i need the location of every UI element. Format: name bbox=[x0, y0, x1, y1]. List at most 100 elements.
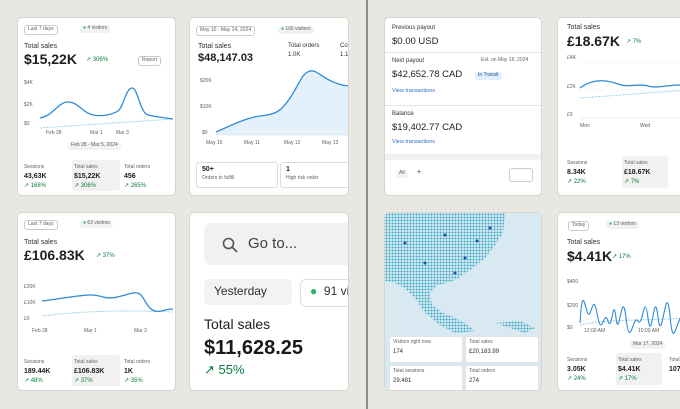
x-axis: Wed bbox=[640, 123, 651, 129]
next-link[interactable]: View transactions bbox=[392, 88, 436, 94]
tasks-value: 50+ bbox=[202, 166, 214, 173]
panel bbox=[389, 365, 463, 390]
status: In Transit bbox=[475, 72, 502, 80]
metrics-label: Sessions bbox=[567, 160, 588, 166]
panels-label: Visitors right now bbox=[393, 339, 431, 345]
metrics-label: Sessions bbox=[24, 164, 45, 170]
title: Total sales bbox=[567, 24, 601, 31]
y-axis: £2K bbox=[567, 84, 576, 90]
tasks-value: 1 bbox=[286, 166, 290, 173]
visitors-pill[interactable] bbox=[300, 279, 348, 307]
panels-value: 174 bbox=[393, 349, 404, 355]
search-box[interactable] bbox=[204, 223, 348, 265]
panel bbox=[389, 336, 463, 363]
sales-card: Total sales £18.67K 7% £4K £2K £0 Mon Wed Sessio… bbox=[558, 18, 680, 195]
x-axis: 12:00 AM bbox=[584, 328, 606, 334]
tasks-label: Orders to fulfill bbox=[202, 175, 235, 181]
x-axis: Mon bbox=[580, 123, 590, 129]
x-axis: May 11 bbox=[244, 140, 261, 146]
balance-link[interactable]: View transactions bbox=[392, 139, 436, 145]
sales-line bbox=[41, 292, 174, 313]
comparison-line bbox=[39, 118, 174, 129]
x-axis: Feb 28 bbox=[46, 130, 62, 136]
home-mobile-card: Go to... Yesterday 91 vis Total sales $11,62… bbox=[190, 213, 348, 390]
panels-value: 29,481 bbox=[393, 378, 412, 384]
metrics-label: Total orders bbox=[124, 359, 151, 365]
payouts-card: Previous payout $0.00 USD Next payout Est. … bbox=[385, 18, 541, 195]
metrics-label: Total sales bbox=[74, 164, 98, 170]
date-range[interactable]: May 10 - May 14, 2024 bbox=[196, 26, 256, 36]
y-axis: $10K bbox=[200, 104, 212, 110]
conv-label: Co bbox=[340, 43, 348, 49]
y-axis: £4K bbox=[567, 55, 576, 61]
metrics-value: 456 bbox=[124, 173, 136, 180]
title: Total sales bbox=[567, 239, 601, 246]
orders-value: 1.0K bbox=[288, 52, 301, 58]
comparison-line bbox=[41, 310, 174, 317]
next-estimate: Est. on May 16, 2024 bbox=[481, 57, 529, 63]
visitor-markers bbox=[403, 226, 492, 275]
metrics-label: Total sales bbox=[618, 357, 642, 363]
change: 7% bbox=[626, 39, 642, 46]
metrics-change: 168% bbox=[24, 183, 46, 190]
metrics-value: 3.05K bbox=[567, 366, 586, 373]
visitors: 63 visitors bbox=[80, 220, 113, 228]
y-axis: £20K bbox=[24, 284, 36, 290]
sales-line bbox=[579, 299, 680, 334]
filter[interactable]: Last 7 days bbox=[24, 25, 58, 35]
separator bbox=[385, 105, 541, 106]
panel bbox=[465, 365, 539, 390]
y-axis: $20K bbox=[200, 78, 212, 84]
title: Total sales bbox=[204, 316, 271, 332]
metrics-change: 7% bbox=[624, 179, 640, 186]
sales-chart bbox=[39, 87, 174, 129]
visitors: 166 visitors bbox=[278, 26, 314, 34]
value: $48,147.03 bbox=[198, 52, 254, 64]
metrics-label: Total sales bbox=[74, 359, 98, 365]
filter-icons[interactable] bbox=[509, 168, 533, 182]
metrics-change: 22% bbox=[567, 179, 586, 186]
y-axis: £0 bbox=[567, 112, 573, 118]
panels-label: Total orders bbox=[469, 368, 496, 374]
land bbox=[385, 213, 505, 333]
search-icon bbox=[222, 237, 238, 253]
sales-chart bbox=[579, 299, 680, 334]
sales-chart bbox=[41, 292, 174, 317]
live-view-card: Visitors right now 174 Total sales £20,183.… bbox=[385, 213, 541, 390]
sales-card: May 10 - May 14, 2024 166 visitors Total s… bbox=[190, 18, 348, 195]
metrics-value: 43,63K bbox=[24, 173, 47, 180]
next-value: $42,652.78 CAD bbox=[392, 69, 463, 80]
report[interactable]: Report bbox=[138, 56, 162, 66]
x-axis: Mar 3 bbox=[134, 328, 147, 334]
x-axis: May 13 bbox=[322, 140, 339, 146]
x-axis: Mar 3 bbox=[116, 130, 129, 136]
sales-area bbox=[216, 70, 348, 135]
panel bbox=[280, 162, 348, 188]
x-axis: May 12 bbox=[284, 140, 301, 146]
title: Total sales bbox=[198, 43, 232, 50]
period: Yesterday bbox=[214, 284, 267, 298]
metrics-value: 1K bbox=[124, 368, 133, 375]
next-label: Next payout bbox=[392, 58, 425, 64]
metrics-change: 24% bbox=[567, 376, 586, 383]
filter[interactable]: Today bbox=[568, 221, 590, 231]
visitors: 91 vis bbox=[310, 284, 348, 298]
balance-value: $19,402.77 CAD bbox=[392, 122, 463, 133]
metrics-value: £18.67K bbox=[624, 169, 651, 176]
sales-chart bbox=[215, 70, 348, 136]
y-axis: £0 bbox=[24, 316, 30, 322]
x-axis: Mar 1 bbox=[84, 328, 97, 334]
metrics-value: $15,22K bbox=[74, 173, 101, 180]
metrics-change: 265% bbox=[124, 183, 146, 190]
panel bbox=[196, 162, 278, 188]
add: + bbox=[417, 169, 422, 176]
filter[interactable]: Last 7 days bbox=[24, 220, 58, 230]
y-axis: $0 bbox=[202, 130, 208, 136]
title: Total sales bbox=[24, 239, 58, 246]
period-pill[interactable] bbox=[204, 279, 292, 305]
range: Feb 28 - Mar 5, 2024 bbox=[68, 142, 121, 150]
metrics-value: 107 bbox=[669, 366, 680, 373]
